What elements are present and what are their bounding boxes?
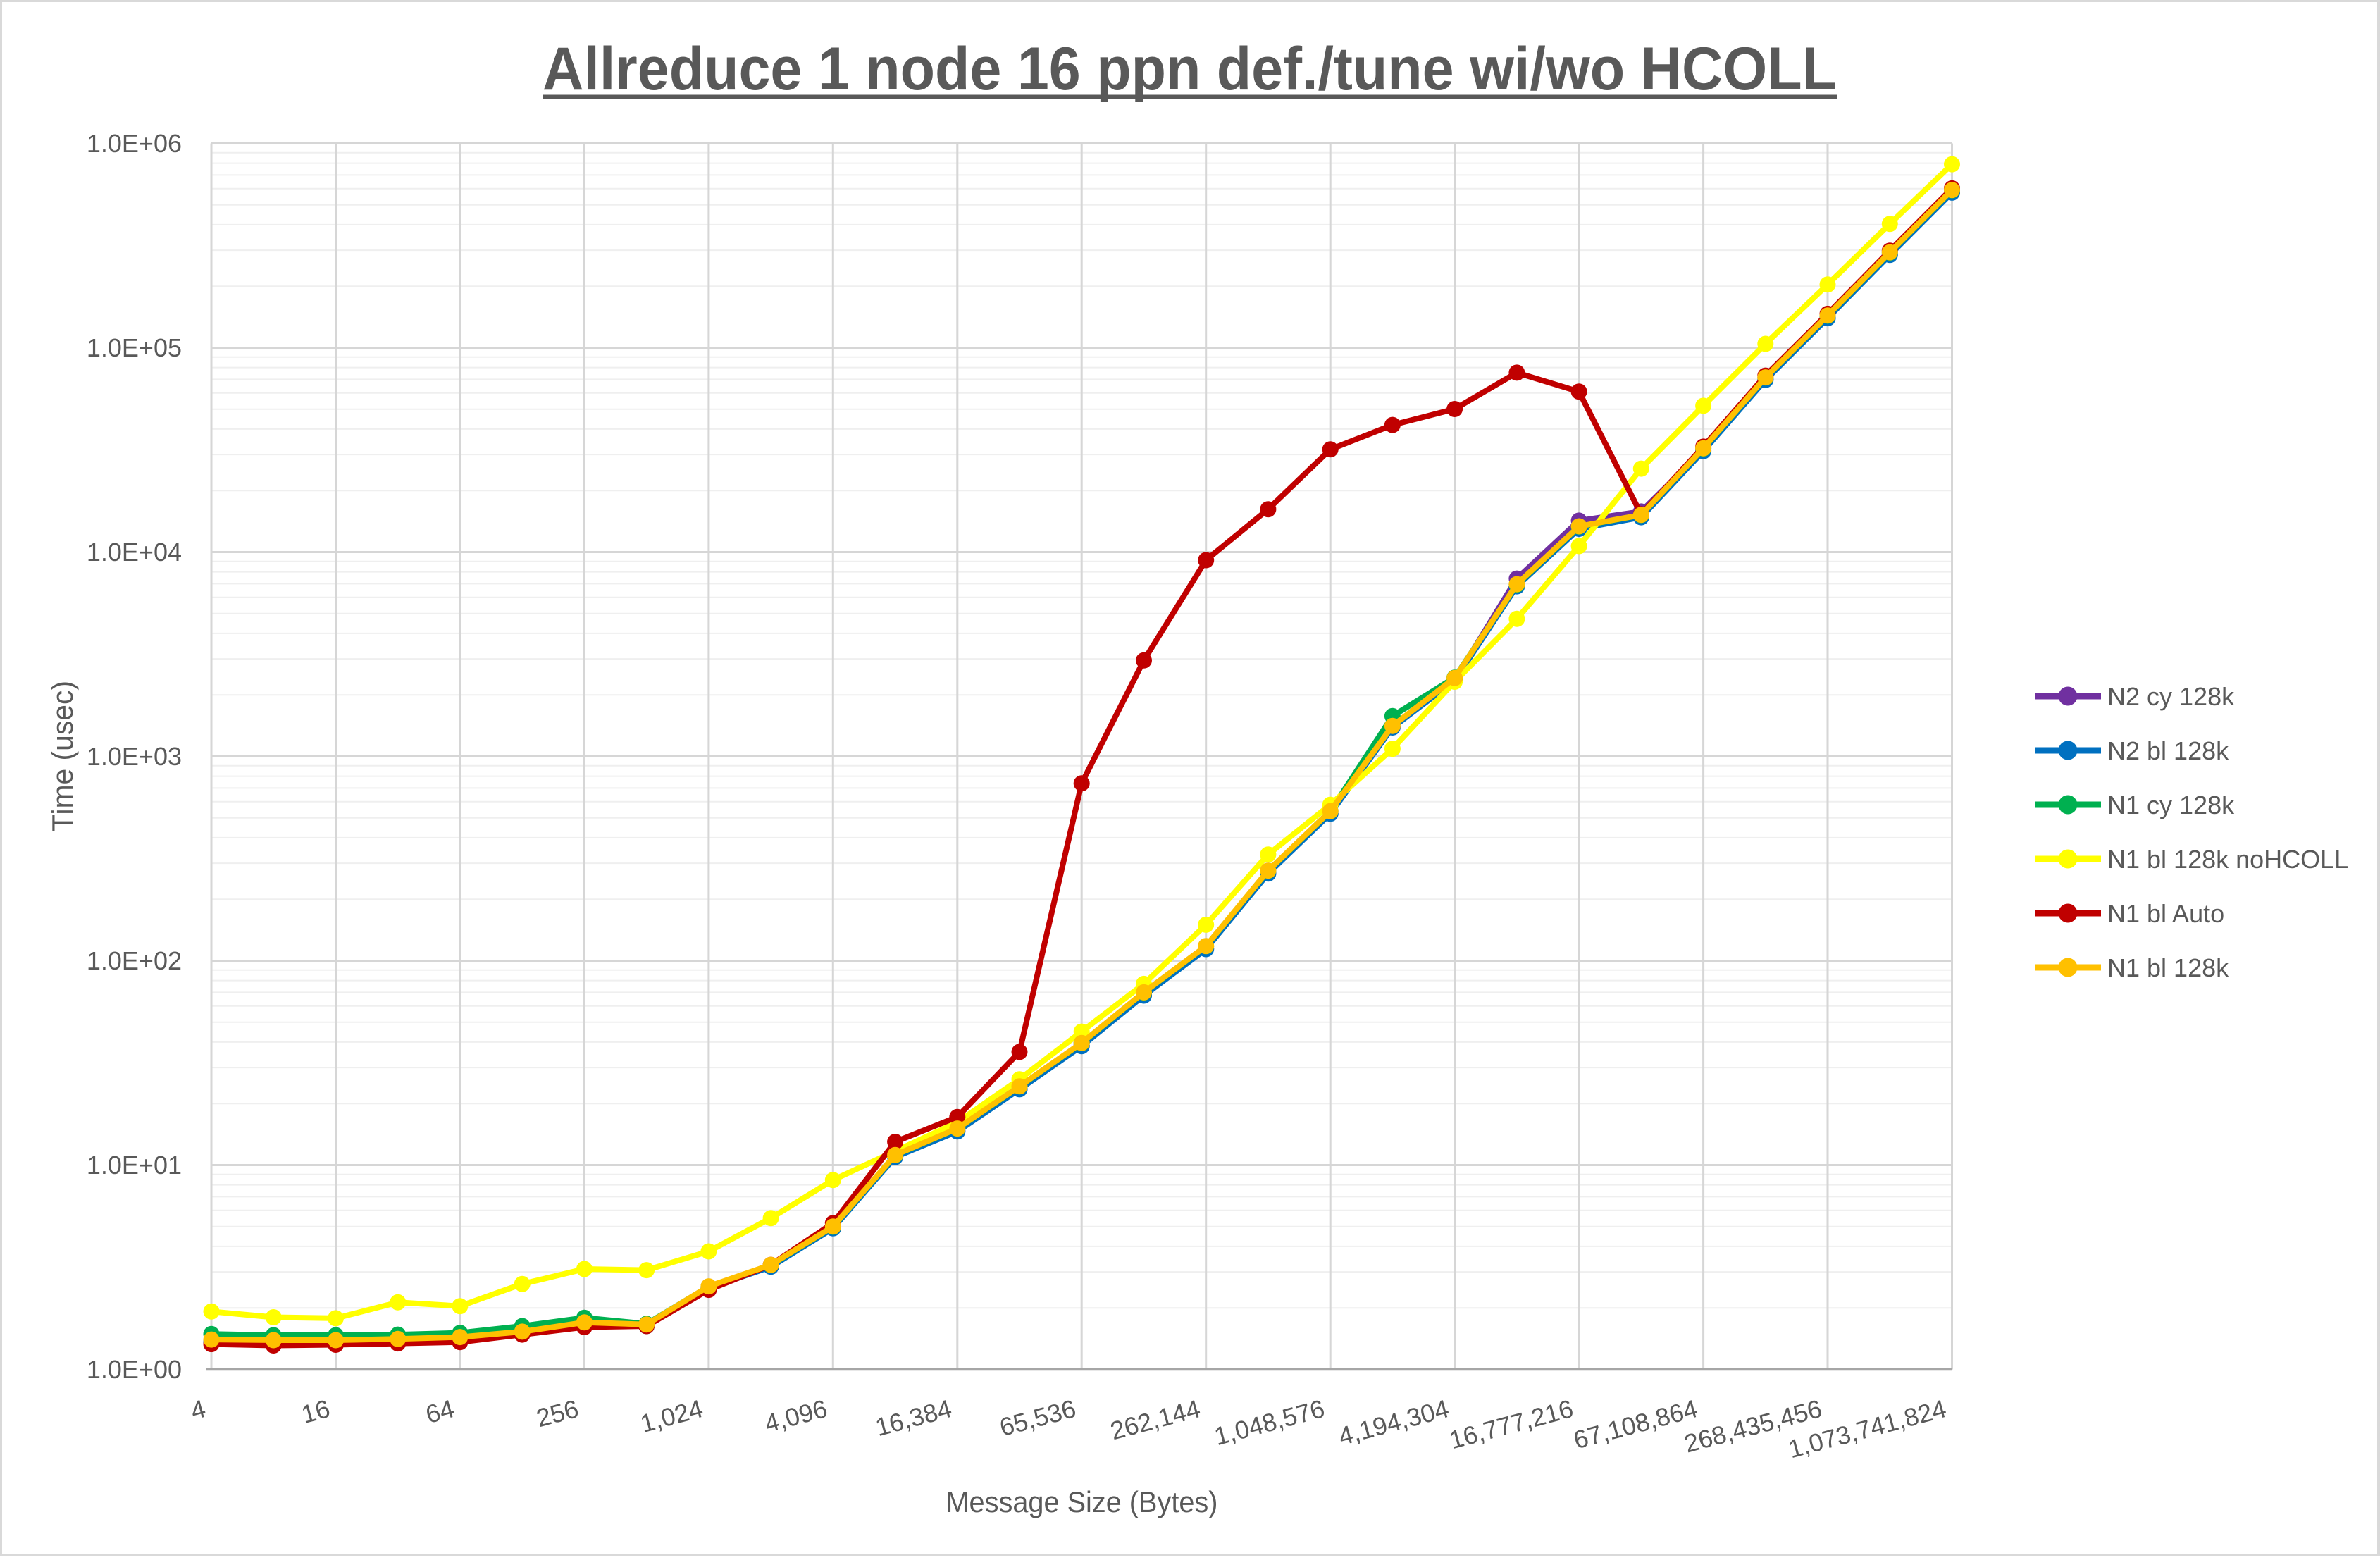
- svg-text:Message Size (Bytes): Message Size (Bytes): [946, 1485, 1218, 1518]
- svg-text:N1 bl 128k: N1 bl 128k: [2107, 953, 2229, 982]
- svg-text:1.0E+02: 1.0E+02: [87, 946, 182, 975]
- svg-text:N1 bl Auto: N1 bl Auto: [2107, 899, 2224, 928]
- svg-text:1.0E+05: 1.0E+05: [87, 333, 182, 362]
- svg-text:1.0E+06: 1.0E+06: [87, 129, 182, 158]
- svg-text:N1 bl 128k noHCOLL: N1 bl 128k noHCOLL: [2107, 845, 2348, 874]
- svg-text:N1 cy 128k: N1 cy 128k: [2107, 791, 2235, 819]
- svg-text:1.0E+04: 1.0E+04: [87, 538, 182, 567]
- svg-text:1.0E+01: 1.0E+01: [87, 1151, 182, 1180]
- svg-text:1.0E+00: 1.0E+00: [87, 1355, 182, 1384]
- svg-text:N2 cy 128k: N2 cy 128k: [2107, 682, 2235, 711]
- svg-text:Time (usec): Time (usec): [46, 681, 79, 831]
- svg-text:1.0E+03: 1.0E+03: [87, 742, 182, 771]
- svg-text:Allreduce 1 node 16 ppn def./t: Allreduce 1 node 16 ppn def./tune wi/wo …: [543, 35, 1837, 103]
- svg-text:N2 bl 128k: N2 bl 128k: [2107, 736, 2229, 765]
